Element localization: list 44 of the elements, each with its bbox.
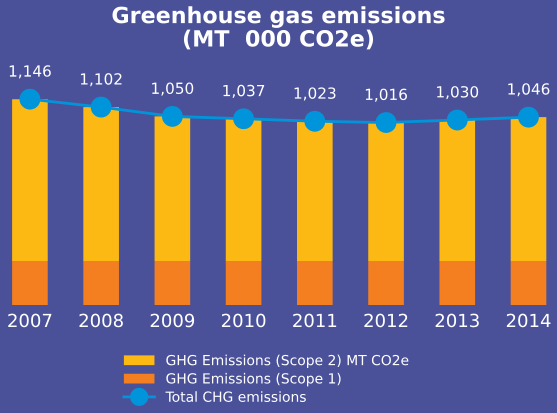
- data-label: 1,016: [366, 88, 407, 102]
- x-tick-label: 2013: [436, 314, 479, 328]
- x-tick-label: 2007: [8, 314, 52, 328]
- bar: [226, 118, 262, 261]
- point: [90, 96, 112, 118]
- point: [20, 88, 40, 110]
- bar: [439, 120, 476, 261]
- point: [518, 106, 539, 128]
- data-label: 1,146: [10, 65, 51, 78]
- bar: [297, 261, 333, 305]
- x-tick-label: 2011: [293, 314, 336, 328]
- point: [376, 112, 396, 133]
- bar: [510, 117, 546, 261]
- bar: [154, 261, 190, 305]
- data-label: 1,037: [223, 84, 264, 98]
- data-label: 1,023: [294, 87, 336, 100]
- data-label: 1,046: [508, 83, 550, 96]
- data-label: 1,102: [80, 73, 122, 86]
- point: [233, 108, 254, 130]
- bar: [83, 107, 119, 261]
- bar: [12, 261, 48, 305]
- bar: [368, 122, 404, 261]
- bar: [297, 121, 333, 261]
- data-label: 1,050: [152, 82, 194, 96]
- x-tick-label: 2008: [79, 314, 123, 328]
- bar: [439, 261, 476, 305]
- x-tick-label: 2010: [222, 314, 266, 328]
- point: [304, 110, 326, 132]
- x-tick-label: 2014: [506, 314, 550, 328]
- legend-label: Total CHG emissions: [166, 391, 306, 402]
- legend-label: GHG Emissions (Scope 1): [166, 372, 341, 386]
- bar: [154, 116, 190, 261]
- bar: [510, 261, 546, 305]
- x-tick-label: 2009: [150, 314, 194, 328]
- x-tick-label: 2012: [364, 314, 408, 328]
- legend-label: GHG Emissions (Scope 2) MT CO2e: [166, 354, 408, 368]
- text: Greenhouse gas emissions (MT 000 CO2e): [112, 6, 445, 50]
- bar: [368, 261, 404, 305]
- bar: [226, 261, 262, 305]
- bar: [12, 99, 48, 261]
- point: [446, 110, 468, 130]
- data-label: 1,030: [437, 86, 478, 100]
- bar: [83, 261, 119, 305]
- point: [162, 106, 183, 127]
